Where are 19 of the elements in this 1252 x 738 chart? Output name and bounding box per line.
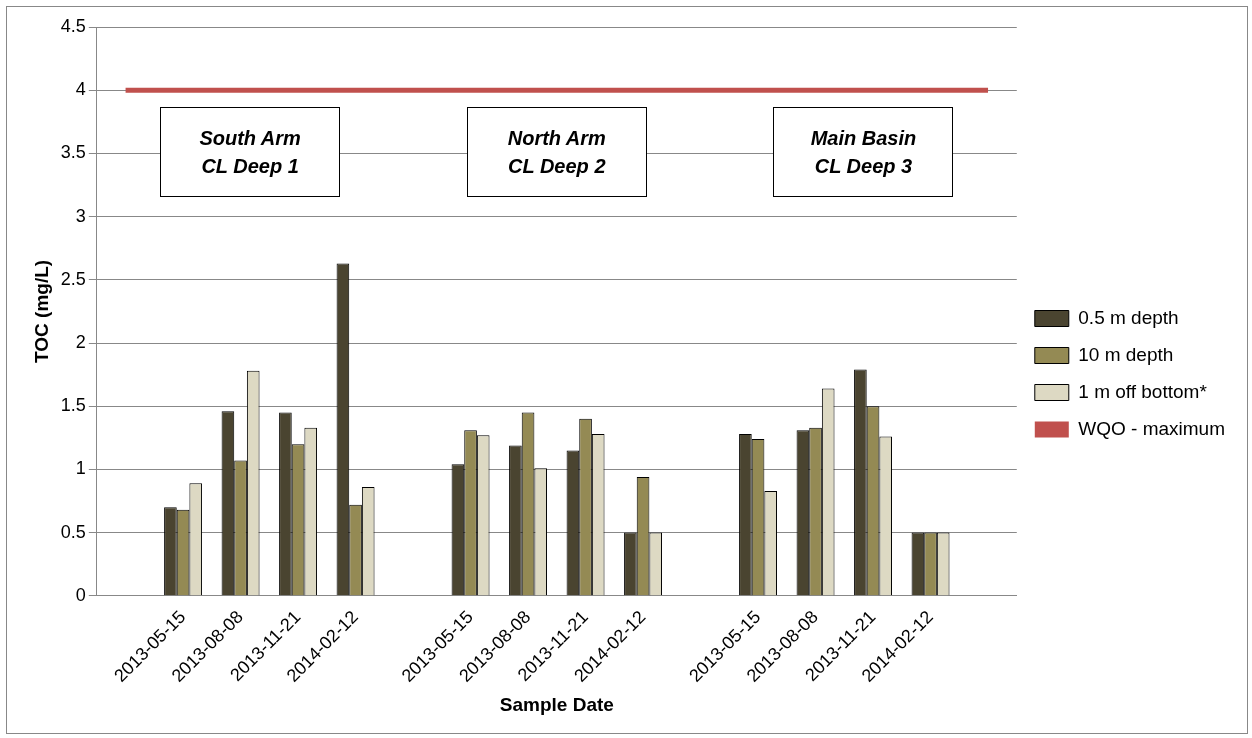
y-tick-label: 2.5: [60, 268, 86, 289]
y-axis-title: TOC (mg/L): [30, 259, 52, 363]
legend-label: 10 m depth: [1078, 343, 1174, 365]
y-tick-label: 3.5: [60, 142, 86, 163]
y-tick-label: 0: [75, 584, 86, 605]
y-tick-label: 2: [75, 331, 86, 352]
y-tick-label: 3: [75, 205, 86, 226]
legend-label: 0.5 m depth: [1078, 306, 1179, 328]
x-axis-title: Sample Date: [499, 693, 614, 715]
y-tick-label: 0.5: [60, 521, 86, 542]
y-tick-label: 1: [75, 458, 86, 479]
y-tick-label: 4: [75, 79, 86, 100]
legend-label: WQO - maximum: [1078, 417, 1226, 439]
legend-label: 1 m off bottom*: [1078, 380, 1208, 402]
text-box: Main Basin CL Deep 3: [773, 107, 954, 198]
text-box: South Arm CL Deep 1: [160, 107, 341, 198]
y-tick-label: 1.5: [60, 395, 86, 416]
text-box: North Arm CL Deep 2: [466, 107, 647, 198]
y-tick-label: 4.5: [60, 15, 86, 36]
